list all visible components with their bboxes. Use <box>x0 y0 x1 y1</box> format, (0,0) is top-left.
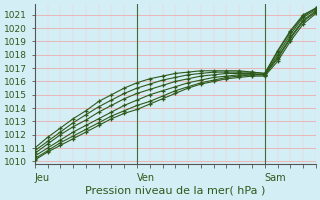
X-axis label: Pression niveau de la mer( hPa ): Pression niveau de la mer( hPa ) <box>85 186 266 196</box>
